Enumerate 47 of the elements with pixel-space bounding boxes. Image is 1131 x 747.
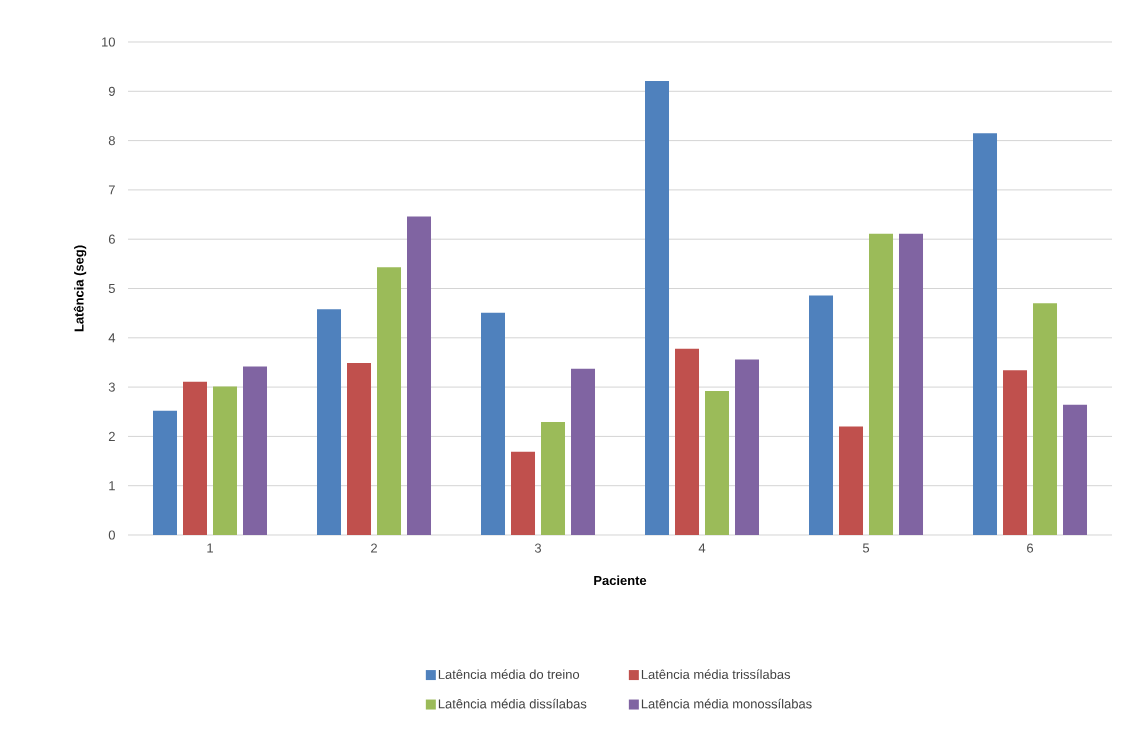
bar: [1063, 404, 1088, 535]
bar: [183, 381, 207, 535]
bar: [377, 267, 401, 535]
y-tick-label: 4: [108, 333, 116, 343]
bar: [407, 216, 431, 535]
legend-label: Latência média trissílabas: [641, 669, 791, 679]
y-tick-label: 5: [108, 283, 115, 294]
bar: [735, 359, 760, 535]
legend-label: Latência média monossílabas: [641, 698, 812, 709]
bar: [511, 451, 536, 535]
bar: [571, 368, 596, 535]
bar: [839, 426, 864, 535]
y-tick-label: 3: [108, 382, 115, 392]
bar: [153, 410, 177, 535]
y-tick-label: 7: [108, 185, 115, 195]
x-tick-label: 2: [371, 543, 377, 553]
y-tick-label: 6: [108, 234, 115, 244]
bar: [213, 386, 237, 535]
y-tick-label: 10: [102, 37, 115, 47]
bar: [675, 348, 700, 535]
y-tick-label: 1: [109, 481, 115, 491]
y-tick-label: 2: [108, 431, 115, 441]
y-tick-label: 8: [108, 136, 115, 146]
bar: [541, 422, 566, 535]
legend-label: Latência média do treino: [438, 669, 580, 679]
y-tick-label: 0: [108, 530, 115, 540]
x-tick-label: 4: [698, 543, 706, 553]
x-tick-label: 5: [862, 543, 870, 553]
x-tick-label: 1: [207, 543, 213, 553]
bar: [481, 312, 505, 535]
x-tick-label: 6: [1027, 543, 1034, 553]
bar: [243, 366, 267, 535]
bar: [347, 362, 371, 535]
bar: [645, 80, 670, 535]
bar: [1003, 370, 1028, 535]
bar: [1033, 303, 1058, 535]
bar: [809, 295, 834, 535]
bar: [973, 133, 998, 535]
bar: [317, 309, 341, 535]
x-axis-title: Paciente: [594, 575, 647, 586]
legend-label: Latência média dissílabas: [438, 698, 587, 709]
bar: [869, 233, 894, 535]
bar: [899, 233, 924, 535]
x-tick-label: 3: [534, 543, 542, 553]
bar: [705, 391, 730, 535]
y-axis-title: Latência (seg): [73, 245, 87, 332]
y-tick-label: 9: [108, 86, 115, 96]
